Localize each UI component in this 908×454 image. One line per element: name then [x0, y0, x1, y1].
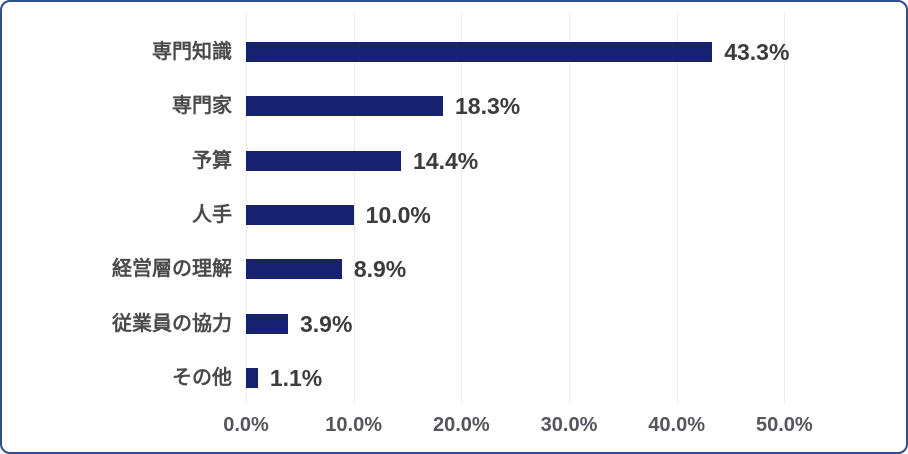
x-axis-tick-label: 20.0%: [432, 414, 490, 436]
gridline: [461, 12, 463, 404]
value-label: 1.1%: [269, 364, 323, 391]
category-label: 人手: [192, 203, 232, 226]
gridline: [353, 12, 355, 404]
category-label: 従業員の協力: [112, 312, 232, 335]
bar: [246, 259, 342, 280]
gridline: [676, 12, 678, 404]
value-label: 3.9%: [299, 310, 353, 337]
value-label: 10.0%: [365, 201, 431, 228]
bar: [246, 313, 288, 334]
x-axis-tick-label: 40.0%: [648, 414, 706, 436]
category-label: 経営層の理解: [112, 258, 232, 281]
value-label: 43.3%: [724, 39, 790, 65]
x-axis-tick-label: 10.0%: [325, 414, 383, 436]
bar: [246, 150, 402, 171]
value-label: 18.3%: [455, 93, 521, 120]
category-label: その他: [172, 366, 232, 389]
x-axis-tick-label: 30.0%: [540, 414, 598, 436]
x-axis-tick-label: 0.0%: [223, 414, 269, 436]
x-axis-tick-label: 50.0%: [755, 414, 813, 436]
gridline: [784, 12, 786, 404]
bar: [246, 42, 713, 62]
gridline: [569, 12, 570, 404]
value-label: 8.9%: [353, 256, 407, 283]
bar: [246, 367, 258, 388]
bar: [246, 204, 354, 225]
value-label: 14.4%: [413, 147, 479, 174]
category-label: 専門家: [172, 95, 232, 118]
category-label: 予算: [192, 149, 232, 172]
category-label: 専門知識: [152, 41, 232, 63]
bar: [246, 96, 444, 117]
